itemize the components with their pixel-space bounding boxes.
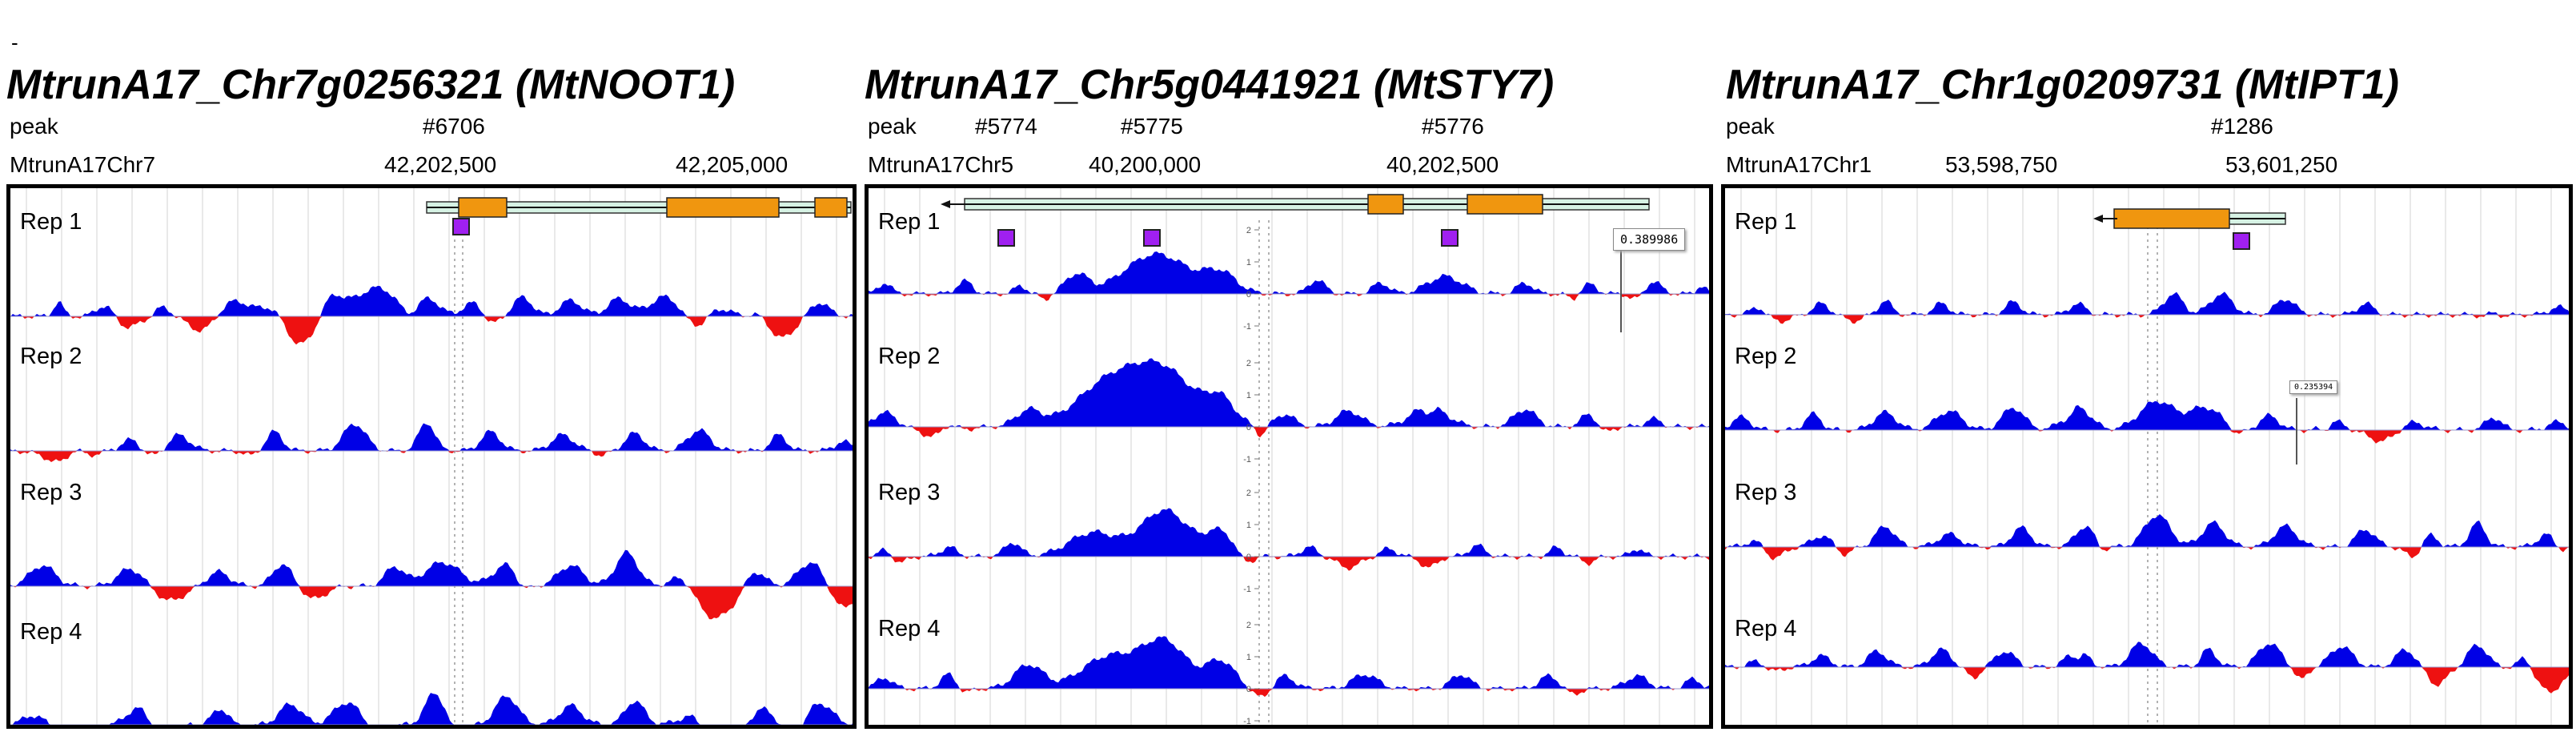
rep-label: Rep 1 [20, 209, 82, 235]
track-frame: Rep 1 Rep 2 Rep 3 Rep 4 0.235394 [1721, 184, 2573, 729]
value-tooltip: 0.389986 [1613, 228, 1686, 251]
exon [666, 197, 780, 218]
coverage-negative [10, 316, 853, 345]
rep-label: Rep 4 [878, 616, 941, 641]
peak-mark [1441, 229, 1459, 247]
value-tooltip: 0.235394 [2289, 380, 2338, 394]
coordinate-label: 42,205,000 [676, 152, 788, 177]
scale-tick-label: 0 [1246, 553, 1251, 562]
scale-tick-label: 2 [1246, 359, 1251, 368]
coordinate-label: 40,200,000 [1089, 152, 1202, 177]
coverage-negative [1725, 315, 2569, 324]
rep-label: Rep 2 [878, 344, 941, 369]
strand-arrow [2093, 215, 2103, 223]
rep-label: Rep 3 [878, 480, 941, 505]
coverage-tracks [10, 188, 857, 729]
coverage-negative [869, 294, 1709, 301]
peak-row-label: peak [1726, 114, 1775, 139]
coverage-positive [10, 423, 853, 451]
coverage-negative [10, 725, 857, 729]
scale-tick-label: 2 [1246, 226, 1251, 235]
coverage-positive [869, 358, 1709, 427]
rep-label: Rep 4 [1735, 616, 1797, 641]
exon [814, 197, 848, 218]
coordinate-label: 42,202,500 [384, 152, 497, 177]
coverage-positive [1725, 514, 2569, 547]
scale-tick-label: 0 [1246, 685, 1251, 694]
track-frame: 2 1 0 -1 2 1 0 -1 2 1 0 -1 2 1 0 -1 Rep 1 Rep 2 Rep 3 R… [865, 184, 1713, 729]
scale-tick-label: -1 [1243, 455, 1251, 465]
exon [1467, 194, 1543, 215]
peak-mark [997, 229, 1015, 247]
peak-id: #5775 [1121, 114, 1183, 139]
coverage-tracks: 2 1 0 -1 2 1 0 -1 2 1 0 -1 2 1 0 -1 [869, 188, 1709, 726]
strand-arrow [941, 200, 950, 208]
coordinate-label: 40,202,500 [1386, 152, 1499, 177]
scale-tick-label: 0 [1246, 290, 1251, 300]
stray-mark: - [11, 30, 18, 54]
coverage-negative [869, 427, 1709, 438]
coverage-positive [10, 285, 853, 316]
peak-mark [2233, 232, 2250, 250]
coverage-positive [869, 508, 1709, 557]
rep-label: Rep 3 [20, 480, 82, 505]
rep-label: Rep 2 [20, 344, 82, 369]
scale-tick-label: 1 [1246, 391, 1251, 400]
peak-id: #5776 [1422, 114, 1484, 139]
chromosome-label: MtrunA17Chr7 [10, 152, 156, 177]
coverage-positive [1725, 400, 2569, 430]
peak-id: #6706 [423, 114, 485, 139]
rep-label: Rep 3 [1735, 480, 1797, 505]
coverage-positive [10, 693, 853, 725]
coverage-positive [10, 549, 853, 586]
rep-label: Rep 2 [1735, 344, 1797, 369]
scale-tick-label: 2 [1246, 621, 1251, 630]
scale-tick-label: -1 [1243, 585, 1251, 594]
coverage-positive [869, 636, 1709, 689]
scale-tick-label: 0 [1246, 423, 1251, 432]
chromosome-label: MtrunA17Chr1 [1726, 152, 1872, 177]
coverage-positive [1725, 641, 2569, 667]
rep-label: Rep 4 [20, 619, 82, 645]
peak-row-label: peak [868, 114, 917, 139]
coverage-positive [1725, 292, 2569, 315]
exon [458, 197, 508, 218]
peak-id: #1286 [2211, 114, 2273, 139]
peak-id: #5774 [975, 114, 1037, 139]
scale-tick-label: -1 [1243, 322, 1251, 332]
gene-title: MtrunA17_Chr7g0256321 (MtNOOT1) [6, 62, 736, 108]
gene-title: MtrunA17_Chr5g0441921 (MtSTY7) [865, 62, 1555, 108]
scale-tick-label: -1 [1243, 717, 1251, 726]
peak-mark [452, 218, 470, 235]
coordinate-label: 53,601,250 [2225, 152, 2338, 177]
coverage-negative [10, 451, 853, 462]
coordinate-label: 53,598,750 [1945, 152, 2058, 177]
rep-label: Rep 1 [1735, 209, 1797, 235]
exon [1367, 194, 1404, 215]
coverage-negative [869, 557, 1709, 571]
chromosome-label: MtrunA17Chr5 [868, 152, 1014, 177]
coverage-negative [869, 689, 1709, 698]
coverage-tracks [1725, 188, 2569, 725]
gene-title: MtrunA17_Chr1g0209731 (MtIPT1) [1726, 62, 2399, 108]
coverage-positive [869, 251, 1709, 294]
scale-tick-label: 1 [1246, 653, 1251, 662]
rep-label: Rep 1 [878, 209, 941, 235]
scale-tick-label: 2 [1246, 489, 1251, 498]
exon [2113, 208, 2230, 229]
track-frame: Rep 1 Rep 2 Rep 3 Rep 4 [6, 184, 857, 729]
scale-tick-label: 1 [1246, 258, 1251, 267]
peak-row-label: peak [10, 114, 58, 139]
scale-tick-label: 1 [1246, 521, 1251, 530]
coverage-negative [10, 586, 853, 620]
peak-mark [1143, 229, 1161, 247]
